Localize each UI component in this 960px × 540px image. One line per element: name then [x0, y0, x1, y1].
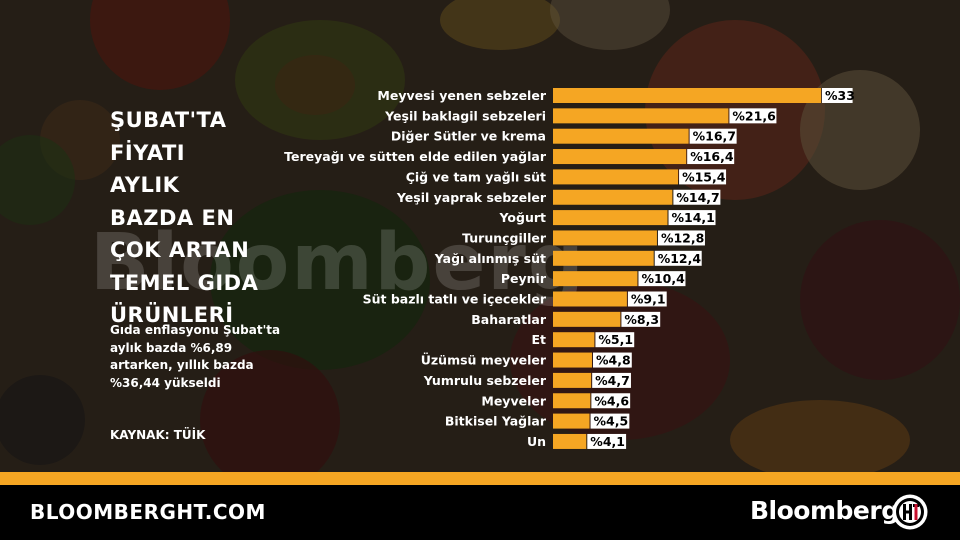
category-label: Bitkisel Yağlar: [445, 414, 547, 429]
tomato-shape: [90, 0, 230, 90]
value-label-box: [638, 271, 686, 287]
bar: [553, 169, 679, 185]
category-label: Süt bazlı tatlı ve içecekler: [363, 292, 547, 307]
bar: [553, 332, 595, 348]
bar: [553, 352, 592, 368]
value-label: %4,6: [594, 393, 629, 408]
category-label: Turunçgiller: [462, 230, 547, 245]
category-label: Un: [527, 434, 546, 449]
bar: [553, 433, 587, 449]
value-label-box: [679, 169, 727, 185]
value-label-box: [687, 149, 735, 165]
value-label: %10,4: [641, 271, 685, 286]
bloomberg-watermark: Bloomberg: [90, 218, 586, 308]
value-label: %15,4: [682, 169, 726, 184]
bar: [553, 372, 592, 388]
category-label: Et: [531, 332, 546, 347]
value-label-box: [587, 433, 627, 449]
bar: [553, 291, 627, 307]
accent-divider: [0, 472, 960, 485]
value-label: %9,1: [631, 292, 666, 307]
bloomberght-logo-icon: [892, 494, 928, 530]
value-label: %8,3: [624, 312, 659, 327]
category-label: Yeşil baklagil sebzeleri: [384, 108, 546, 123]
category-label: Yağı alınmış süt: [434, 251, 546, 266]
category-label: Diğer Sütler ve krema: [391, 129, 546, 144]
value-label: %12,8: [661, 230, 704, 245]
value-label: %4,8: [596, 353, 631, 368]
value-label: %4,1: [590, 434, 625, 449]
data-source: KAYNAK: TÜİK: [110, 428, 206, 442]
pomegranate-shape: [200, 350, 340, 472]
category-label: Meyveler: [481, 393, 546, 408]
footer-bar: BLOOMBERGHT.COM Bloomberg: [0, 485, 960, 540]
value-label: %5,1: [598, 332, 633, 347]
bar: [553, 128, 689, 144]
category-label: Peynir: [501, 271, 547, 286]
bar: [553, 311, 621, 327]
infographic-subtitle: Gıda enflasyonu Şubat'ta aylık bazda %6,…: [110, 323, 281, 390]
category-label: Çiğ ve tam yağlı süt: [406, 169, 546, 184]
food-background: [0, 0, 960, 472]
category-label: Baharatlar: [471, 312, 547, 327]
value-label: %4,7: [595, 373, 630, 388]
value-label-box: [654, 250, 702, 266]
value-label: %16,4: [690, 149, 734, 164]
value-label: %12,4: [658, 251, 702, 266]
bar: [553, 210, 668, 226]
site-url: BLOOMBERGHT.COM: [30, 500, 266, 524]
bar-chart: Meyvesi yenen sebzeler %33 Yeşil baklagil …: [284, 88, 855, 449]
value-label-box: [595, 332, 635, 348]
value-label-box: [591, 393, 631, 409]
value-label-box: [592, 372, 631, 388]
bar: [553, 393, 591, 409]
value-label-box: [668, 210, 716, 226]
lentil-shape: [730, 400, 910, 472]
spinach-shape: [210, 190, 430, 370]
value-label: %33: [825, 88, 855, 103]
category-label: Üzümsü meyveler: [421, 353, 547, 368]
category-label: Tereyağı ve sütten elde edilen yağlar: [284, 149, 547, 164]
value-label-box: [822, 88, 853, 103]
value-label-box: [657, 230, 705, 246]
broccoli-shape: [0, 135, 75, 225]
infographic-title: ŞUBAT'TA FİYATI AYLIK BAZDA EN ÇOK ARTAN…: [110, 108, 259, 327]
category-label: Yeşil yaprak sebzeler: [396, 190, 547, 205]
bar: [553, 149, 687, 165]
value-label-box: [729, 108, 777, 124]
chia-bowl-shape: [0, 375, 85, 465]
category-label: Yumrulu sebzeler: [423, 373, 547, 388]
bar: [553, 189, 673, 205]
value-label-box: [590, 413, 630, 429]
value-label-box: [627, 291, 667, 307]
bar: [553, 250, 654, 266]
value-label-box: [673, 189, 721, 205]
bar: [553, 271, 638, 287]
value-label: %21,6: [732, 108, 776, 123]
bar: [553, 230, 657, 246]
category-label: Yoğurt: [499, 210, 547, 225]
value-label: %14,7: [676, 190, 719, 205]
bar: [553, 108, 729, 124]
value-label-box: [592, 352, 632, 368]
value-label-box: [621, 311, 661, 327]
bar: [553, 413, 590, 429]
value-label: %16,7: [693, 129, 736, 144]
value-label: %4,5: [594, 414, 629, 429]
brand-wordmark: Bloomberg: [750, 496, 899, 525]
kidney-bean-bowl-shape: [800, 220, 960, 380]
value-label: %14,1: [672, 210, 715, 225]
value-label-box: [689, 128, 737, 144]
category-label: Meyvesi yenen sebzeler: [377, 88, 546, 103]
bar: [553, 88, 821, 103]
